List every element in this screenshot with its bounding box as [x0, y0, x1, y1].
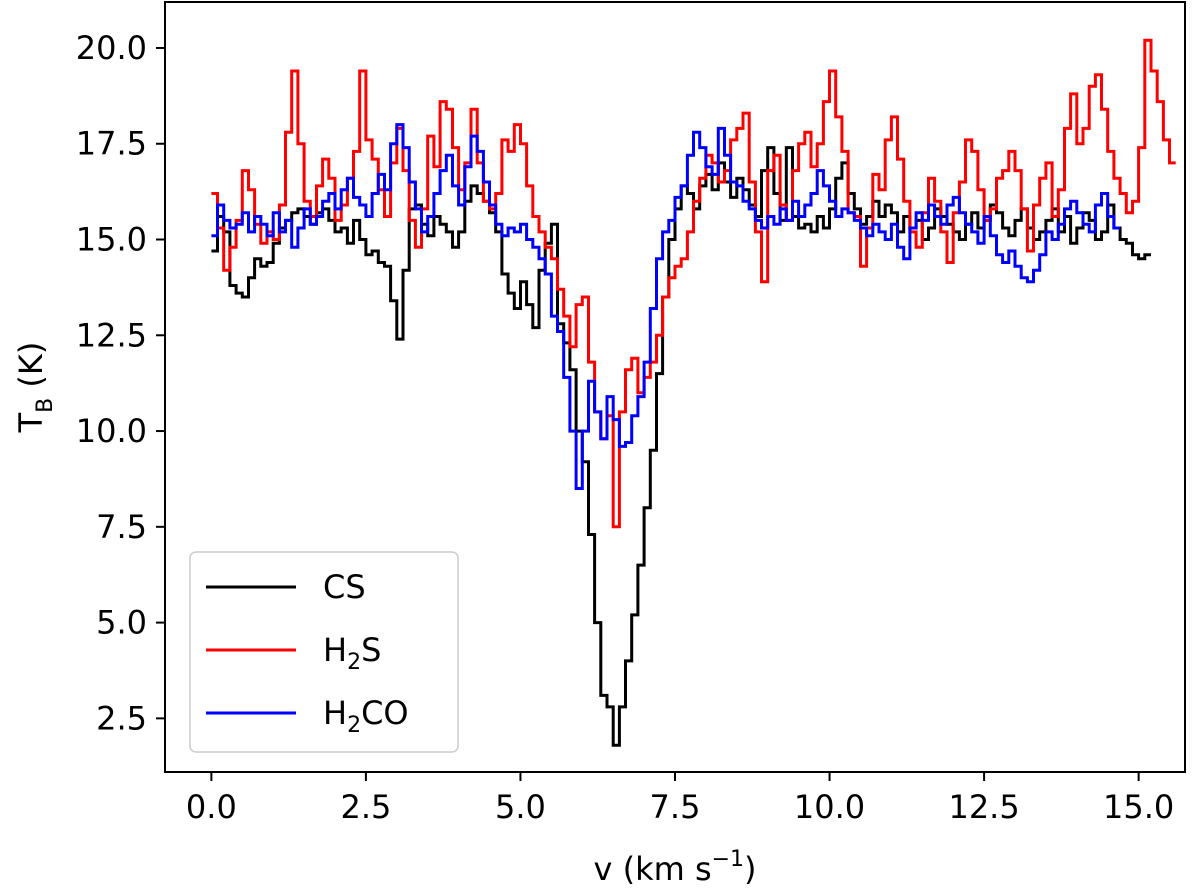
series-layer: [211, 38, 1176, 747]
y-tick-label: 7.5: [96, 508, 147, 546]
x-tick-label: 10.0: [794, 788, 865, 826]
legend-entry-h2co: H2CO: [206, 694, 409, 738]
y-tick-label: 12.5: [76, 316, 147, 354]
x-tick-label: 0.0: [186, 788, 237, 826]
y-tick-label: 17.5: [76, 125, 147, 163]
legend-box: [189, 551, 459, 753]
series-line-h2s: [211, 38, 1176, 529]
x-tick-label: 15.0: [1103, 788, 1174, 826]
y-axis-ticks: 2.5 5.0 7.5 10.0 12.5 15.0 17.5 20.0: [76, 29, 165, 737]
y-tick-label: 15.0: [76, 221, 147, 259]
legend-label-h2s: H2S: [323, 631, 381, 675]
y-tick-label: 2.5: [96, 699, 147, 737]
legend-label-cs: CS: [323, 568, 366, 606]
x-axis-ticks: 0.0 2.5 5.0 7.5 10.0 12.5 15.0: [186, 772, 1174, 826]
legend-entry-cs: CS: [206, 568, 366, 606]
x-tick-label: 2.5: [340, 788, 391, 826]
x-axis-label: v (km s−1): [593, 847, 756, 888]
legend-label-h2co: H2CO: [323, 694, 409, 738]
legend: CS H2S H2CO: [189, 551, 459, 753]
y-axis-label: TB (K): [12, 342, 58, 434]
x-tick-label: 7.5: [650, 788, 701, 826]
y-tick-label: 10.0: [76, 412, 147, 450]
legend-entry-h2s: H2S: [206, 631, 381, 675]
y-tick-label: 20.0: [76, 29, 147, 67]
x-tick-label: 5.0: [495, 788, 546, 826]
y-tick-label: 5.0: [96, 604, 147, 642]
series-line-h2co: [211, 123, 1121, 490]
x-tick-label: 12.5: [948, 788, 1019, 826]
